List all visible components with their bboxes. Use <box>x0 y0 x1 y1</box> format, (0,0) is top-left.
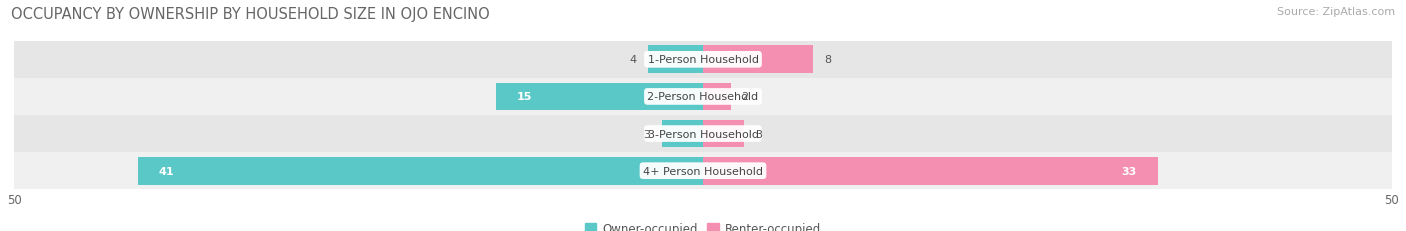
Bar <box>703 83 731 111</box>
Bar <box>14 79 1392 116</box>
Text: 4: 4 <box>630 55 637 65</box>
Bar <box>14 116 1392 152</box>
Text: OCCUPANCY BY OWNERSHIP BY HOUSEHOLD SIZE IN OJO ENCINO: OCCUPANCY BY OWNERSHIP BY HOUSEHOLD SIZE… <box>11 7 491 22</box>
Text: 3: 3 <box>755 129 762 139</box>
Bar <box>703 120 744 148</box>
Bar <box>662 120 703 148</box>
Text: 33: 33 <box>1122 166 1137 176</box>
Text: 8: 8 <box>824 55 831 65</box>
Bar <box>138 157 703 185</box>
Legend: Owner-occupied, Renter-occupied: Owner-occupied, Renter-occupied <box>579 217 827 231</box>
Bar <box>703 46 813 74</box>
Text: 2-Person Household: 2-Person Household <box>647 92 759 102</box>
Bar <box>14 42 1392 79</box>
Text: 41: 41 <box>159 166 174 176</box>
Text: 1-Person Household: 1-Person Household <box>648 55 758 65</box>
Text: Source: ZipAtlas.com: Source: ZipAtlas.com <box>1277 7 1395 17</box>
Bar <box>496 83 703 111</box>
Text: 2: 2 <box>741 92 749 102</box>
Bar <box>14 152 1392 189</box>
Text: 4+ Person Household: 4+ Person Household <box>643 166 763 176</box>
Bar <box>703 157 1157 185</box>
Text: 3: 3 <box>644 129 651 139</box>
Text: 3-Person Household: 3-Person Household <box>648 129 758 139</box>
Text: 15: 15 <box>517 92 533 102</box>
Bar <box>648 46 703 74</box>
